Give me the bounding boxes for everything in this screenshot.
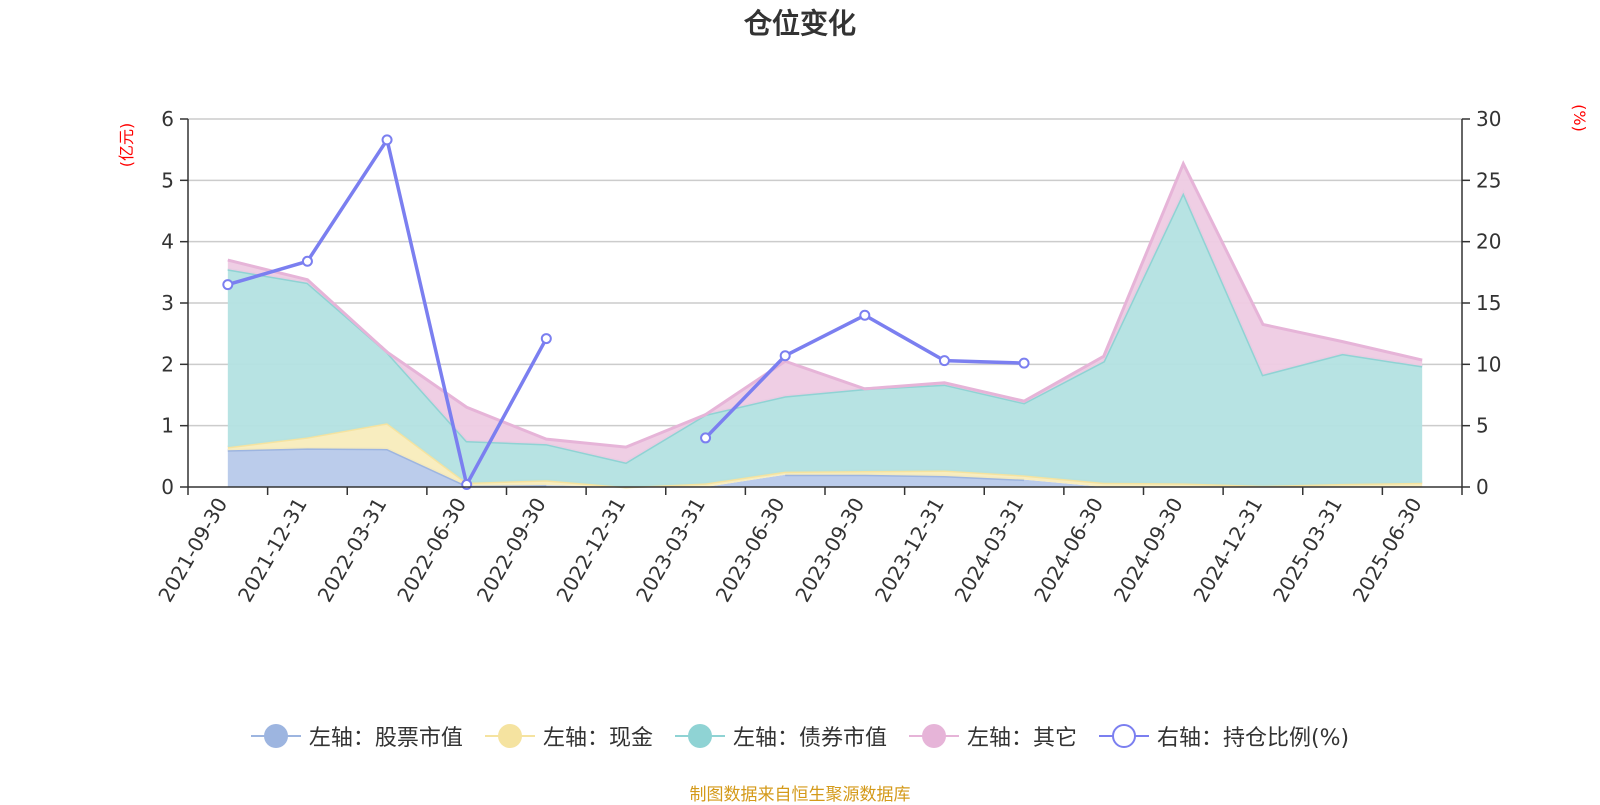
ratio-point <box>700 432 712 444</box>
left-axis-unit: (亿元) <box>117 123 136 168</box>
ratio-point <box>1018 357 1030 369</box>
area-series <box>227 423 1423 487</box>
ratio-line <box>222 134 1030 491</box>
x-axis-tick-label: 2023-06-30 <box>711 494 790 607</box>
legend-swatch-dot <box>497 724 522 748</box>
left-axis-tick-label: 5 <box>161 168 174 192</box>
left-axis-tick-label: 2 <box>161 352 174 376</box>
x-axis-tick-label: 2025-06-30 <box>1348 494 1427 607</box>
x-axis-tick-label: 2024-06-30 <box>1029 494 1108 607</box>
legend-label: 左轴：现金 <box>542 726 653 751</box>
ratio-point <box>779 350 791 362</box>
left-axis-tick-label: 3 <box>161 291 174 315</box>
right-axis-tick-label: 0 <box>1476 475 1489 499</box>
legend-swatch-dot <box>263 724 288 748</box>
legend-swatch-dot <box>921 724 946 748</box>
left-axis-tick-label: 1 <box>161 414 174 438</box>
legend-swatch-dot <box>1111 724 1136 748</box>
area-series-line <box>227 160 1423 449</box>
right-axis-unit: (%) <box>1570 104 1589 132</box>
right-axis-tick-label: 20 <box>1476 230 1501 254</box>
ratio-point <box>381 134 393 146</box>
legend-swatch <box>484 721 535 751</box>
legend-item[interactable]: 左轴：其它 <box>908 720 1077 752</box>
left-axis-tick-label: 0 <box>161 475 174 499</box>
x-axis-tick-label: 2022-12-31 <box>551 494 630 607</box>
area-series <box>227 192 1423 487</box>
legend-swatch-dot <box>687 724 712 748</box>
right-axis-tick-label: 30 <box>1476 107 1501 131</box>
ratio-point <box>938 355 950 367</box>
legend-item[interactable]: 左轴：现金 <box>484 720 653 752</box>
legend-swatch <box>1098 721 1149 751</box>
x-axis-tick-label: 2022-09-30 <box>472 494 551 607</box>
right-axis-tick-label: 10 <box>1476 352 1501 376</box>
x-axis-tick-label: 2023-03-31 <box>631 494 710 607</box>
ratio-point <box>859 309 871 321</box>
chart-title: 仓位变化 <box>743 7 856 40</box>
data-source-note: 制图数据来自恒生聚源数据库 <box>689 785 911 805</box>
x-axis-tick-label: 2022-03-31 <box>312 494 391 607</box>
x-axis-tick-label: 2025-03-31 <box>1268 494 1347 607</box>
legend-label: 右轴：持仓比例(%) <box>1156 726 1350 751</box>
legend-item[interactable]: 右轴：持仓比例(%) <box>1098 720 1350 752</box>
x-axis-tick-label: 2023-09-30 <box>790 494 869 607</box>
right-axis-tick-label: 15 <box>1476 291 1501 315</box>
left-axis-tick-label: 6 <box>161 107 174 131</box>
legend-swatch <box>674 721 725 751</box>
ratio-point <box>222 279 234 291</box>
legend-swatch <box>250 721 301 751</box>
legend-label: 左轴：债券市值 <box>732 726 887 751</box>
ratio-point <box>540 333 552 345</box>
left-axis-tick-label: 4 <box>161 230 174 254</box>
area-series <box>227 448 1423 487</box>
right-axis-tick-label: 5 <box>1476 414 1489 438</box>
legend-item[interactable]: 左轴：股票市值 <box>250 720 463 752</box>
x-axis-tick-label: 2024-09-30 <box>1109 494 1188 607</box>
right-axis-tick-label: 25 <box>1476 168 1501 192</box>
legend-item[interactable]: 左轴：债券市值 <box>674 720 887 752</box>
chart-legend: 左轴：股票市值 左轴：现金 左轴：债券市值 左轴：其它 右轴：持仓比例(%) <box>0 720 1600 752</box>
legend-swatch <box>908 721 959 751</box>
x-axis-tick-label: 2024-12-31 <box>1188 494 1267 607</box>
x-axis-tick-label: 2021-09-30 <box>153 494 232 607</box>
x-axis-tick-label: 2024-03-31 <box>949 494 1028 607</box>
legend-label: 左轴：其它 <box>966 726 1077 751</box>
x-axis-tick-label: 2021-12-31 <box>233 494 312 607</box>
stacked-areas <box>227 160 1423 489</box>
ratio-point <box>301 255 313 267</box>
x-axis-tick-label: 2022-06-30 <box>392 494 471 607</box>
legend-label: 左轴：股票市值 <box>308 726 463 751</box>
x-axis-tick-label: 2023-12-31 <box>870 494 949 607</box>
